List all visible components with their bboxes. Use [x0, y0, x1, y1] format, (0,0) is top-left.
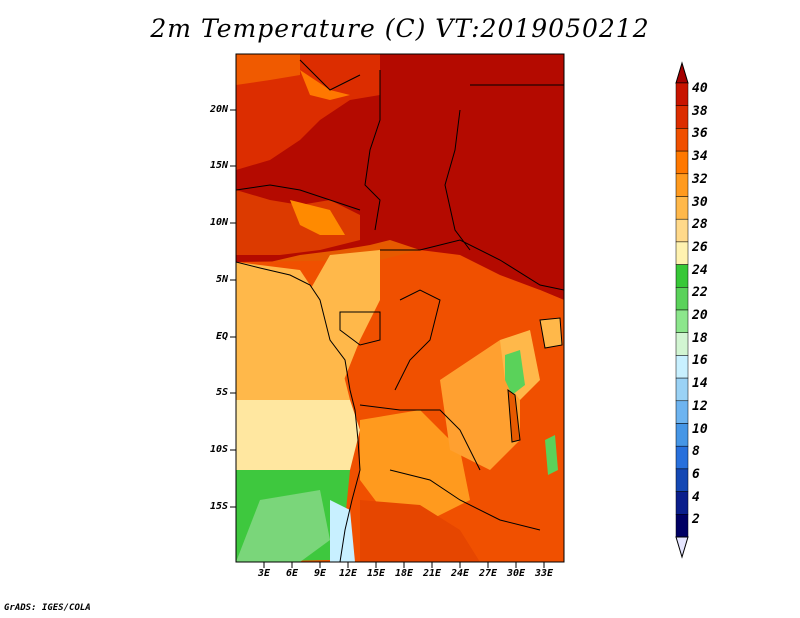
y-tick-label: 15S: [209, 501, 228, 512]
map-fill: [236, 54, 564, 562]
footer-credit: GrADS: IGES/COLA: [4, 603, 91, 613]
x-tick-label: 24E: [450, 568, 470, 579]
x-ticks: [263, 562, 545, 568]
colorbar-label: 26: [692, 239, 708, 255]
colorbar-label: 2: [692, 512, 700, 528]
y-tick-label: 5N: [215, 274, 228, 285]
colorbar-label: 10: [692, 421, 708, 437]
colorbar-swatch: [675, 241, 689, 265]
colorbar-swatch: [675, 445, 689, 470]
colorbar-label: 4: [692, 489, 700, 505]
x-tick-label: 6E: [285, 568, 299, 579]
map-title: 2m Temperature (C) VT:2019050212: [150, 14, 650, 43]
plot-frame: [235, 53, 565, 563]
x-tick-label: 27E: [478, 568, 498, 579]
colorbar-bottom-arrow: [675, 536, 689, 559]
colorbar-label: 30: [692, 194, 708, 210]
colorbar-label: 28: [692, 217, 708, 233]
colorbar-label: 32: [692, 171, 708, 187]
x-tick-label: 9E: [313, 568, 327, 579]
y-tick-label: 15N: [209, 160, 228, 171]
colorbar-label: 6: [692, 466, 700, 482]
country-borders: [236, 59, 564, 562]
colorbar-swatch: [675, 377, 689, 402]
x-tick-label: 3E: [257, 568, 271, 579]
colorbar-swatch: [675, 218, 689, 243]
colorbar-swatch: [675, 173, 689, 197]
colorbar-label: 40: [692, 81, 708, 96]
colorbar-swatch: [675, 491, 689, 515]
colorbar-label: 18: [692, 330, 708, 346]
y-tick-label: 20N: [209, 104, 228, 115]
colorbar-label: 14: [692, 376, 708, 392]
colorbar-label: 38: [692, 103, 708, 119]
colorbar-swatch: [675, 309, 689, 333]
colorbar-swatch: [675, 514, 689, 538]
colorbar-swatch: [675, 400, 689, 424]
x-tick-label: 33E: [534, 568, 554, 579]
colorbar-swatch: [675, 287, 689, 311]
colorbar-swatch: [675, 264, 689, 288]
colorbar-label: 24: [692, 262, 708, 278]
colorbar-swatch: [675, 468, 689, 492]
colorbar-swatch: [675, 423, 689, 447]
colorbar-swatch: [675, 355, 689, 379]
colorbar-label: 34: [692, 149, 708, 165]
y-tick-label: EQ: [215, 331, 228, 342]
x-tick-label: 30E: [506, 568, 526, 579]
colorbar-swatch: [675, 82, 689, 106]
y-ticks: [230, 109, 236, 508]
colorbar-label: 8: [692, 444, 700, 460]
colorbar-swatch: [675, 105, 689, 129]
x-tick-label: 12E: [338, 568, 358, 579]
colorbar-label: 12: [692, 398, 708, 414]
colorbar-label: 22: [692, 285, 708, 301]
x-tick-label: 18E: [394, 568, 414, 579]
x-tick-label: 21E: [422, 568, 442, 579]
colorbar-label: 36: [692, 126, 708, 142]
colorbar-swatch: [675, 332, 689, 356]
colorbar-label: 20: [692, 308, 708, 323]
colorbar-swatch: [675, 196, 689, 220]
colorbar-label: 16: [692, 353, 708, 369]
y-tick-label: 5S: [215, 387, 228, 398]
colorbar-top-arrow: [675, 61, 689, 84]
colorbar: [675, 61, 689, 559]
y-tick-label: 10S: [209, 444, 228, 455]
x-tick-label: 15E: [366, 568, 386, 579]
colorbar-swatch: [675, 150, 689, 175]
y-tick-label: 10N: [209, 217, 228, 228]
colorbar-swatch: [675, 128, 689, 152]
